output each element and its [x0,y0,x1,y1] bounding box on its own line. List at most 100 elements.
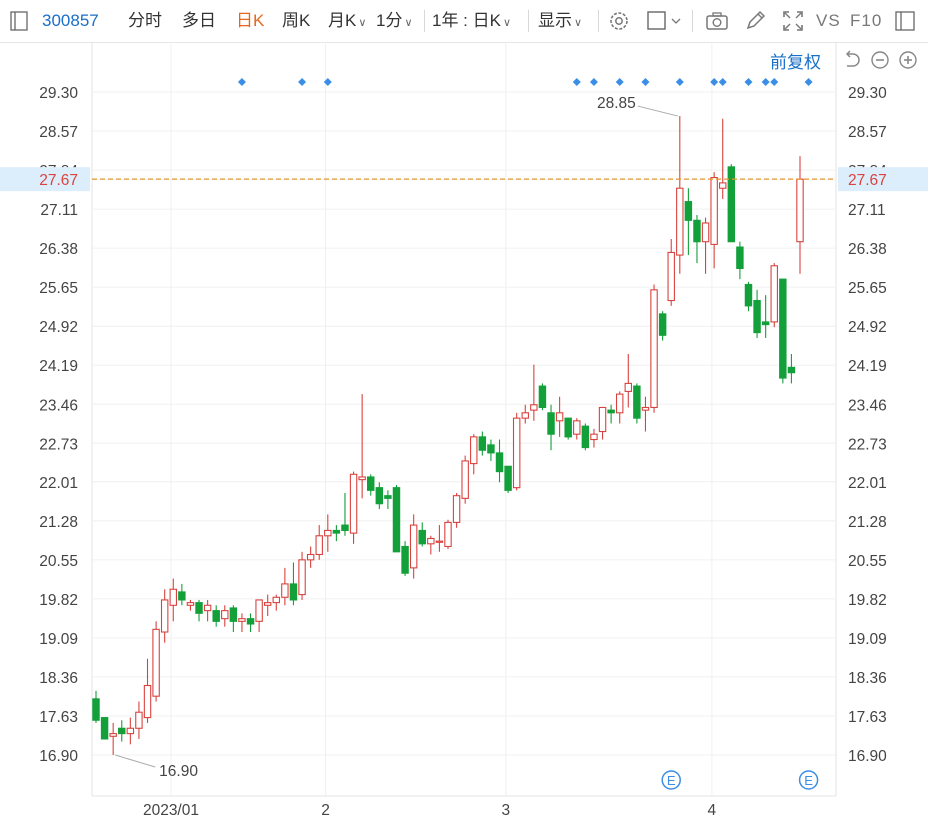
y-tick-label-right: 24.92 [848,319,887,336]
diamond-marker-icon[interactable] [589,78,598,86]
candle-up [135,711,143,729]
candle-up [710,176,718,245]
diamond-marker-icon[interactable] [237,78,246,86]
low-annotation-label: 16.90 [159,763,198,780]
zoom-in-icon[interactable] [896,48,920,72]
f10-button[interactable]: F10 [850,11,883,30]
toolbar-divider [692,10,693,32]
diamond-marker-icon[interactable] [761,78,770,86]
candle-down [178,591,186,601]
diamond-marker-icon[interactable] [770,78,779,86]
candle-up [444,521,452,548]
tab-weekly-k[interactable]: 周K [282,11,311,30]
forward-adjust-toggle[interactable]: 前复权 [770,53,821,72]
diamond-marker-icon[interactable] [718,78,727,86]
candle-down [744,283,753,307]
undo-icon[interactable] [840,48,864,72]
diamond-marker-icon[interactable] [675,78,684,86]
y-tick-label-right: 19.82 [848,592,887,609]
candle-up [238,618,246,622]
candle-down [787,366,796,374]
tab-monthly-k[interactable]: 月K ∨ [328,10,366,34]
candle-down [246,618,255,625]
candle-up [470,436,478,465]
y-tick-label-right: 24.19 [848,358,887,375]
tab-intraday[interactable]: 分时 [128,11,162,30]
y-tick-label-right: 28.57 [848,124,887,141]
candle-up [770,265,778,323]
camera-icon[interactable] [704,8,730,34]
candle-up [255,599,263,622]
checkbox-icon[interactable] [646,8,686,34]
y-tick-label-left: 29.30 [39,85,78,102]
range-selector[interactable]: 1年 : 日K ∨ [432,10,511,34]
e-event-icon[interactable] [661,770,681,790]
tab-multi-day[interactable]: 多日 [182,11,216,30]
candle-down [779,278,787,379]
tab-daily-k[interactable]: 日K [236,11,265,30]
diamond-marker-icon[interactable] [710,78,719,86]
candle-down [341,524,349,531]
candlestick-chart[interactable]: 29.3029.3028.5728.5727.8427.8427.1127.11… [0,42,928,821]
y-tick-label-left: 28.57 [39,124,78,141]
y-tick-label-left: 19.82 [39,592,78,609]
candle-down [401,545,409,574]
candle-up [530,404,538,411]
candle-down [693,219,701,243]
high-annotation-label: 28.85 [597,95,636,112]
high-annotation-leader [637,105,678,117]
candle-up [186,602,195,606]
fullscreen-icon[interactable] [780,8,806,34]
candle-down [100,717,109,740]
panel-toggle-icon[interactable] [6,8,32,34]
toolbar-divider [528,10,529,32]
diamond-marker-icon[interactable] [298,78,307,86]
diamond-marker-icon[interactable] [641,78,650,86]
current-price-label-right: 27.67 [848,172,887,189]
x-tick-label: 2023/01 [143,802,199,819]
current-price-tag-left-bg [0,167,90,192]
candle-up [615,393,624,414]
side-panel-icon[interactable] [892,8,918,34]
candle-down [375,487,384,505]
y-tick-label-right: 22.01 [848,475,887,492]
candle-up [590,433,598,441]
candle-up [409,524,418,569]
candle-up [641,406,650,411]
candle-up [676,187,684,256]
diamond-marker-icon[interactable] [744,78,753,86]
candle-down [547,412,555,435]
diamond-marker-icon[interactable] [323,78,332,86]
candle-down [367,476,375,491]
candle-up [598,406,607,433]
diamond-marker-icon[interactable] [572,78,581,86]
display-dropdown[interactable]: 显示 ∨ [538,10,582,34]
toolbar-divider [598,10,599,32]
chevron-down-icon: ∨ [574,17,583,29]
y-tick-label-left: 25.65 [39,280,78,297]
candle-down [487,444,495,454]
settings-gear-icon[interactable] [606,8,632,34]
candle-down [118,727,126,735]
tab-minute[interactable]: 1分 ∨ [376,10,413,34]
candle-down [736,246,744,269]
candle-up [169,588,177,606]
x-tick-label: 4 [708,802,717,819]
candle-down [332,529,341,534]
y-tick-label-left: 19.09 [39,631,78,648]
candle-up [152,628,160,697]
candle-up [624,382,633,392]
y-tick-label-right: 17.63 [848,709,887,726]
y-tick-label-right: 21.28 [848,514,887,531]
zoom-out-icon[interactable] [868,48,892,72]
candle-up [796,178,804,243]
candle-up [143,684,152,719]
y-tick-label-left: 18.36 [39,670,78,687]
diamond-marker-icon[interactable] [615,78,624,86]
diamond-marker-icon[interactable] [804,78,813,86]
vs-compare-button[interactable]: VS [816,11,841,30]
candle-up [298,559,306,596]
candle-up [555,412,564,422]
pen-icon[interactable] [742,8,768,34]
e-event-icon[interactable] [798,770,819,790]
